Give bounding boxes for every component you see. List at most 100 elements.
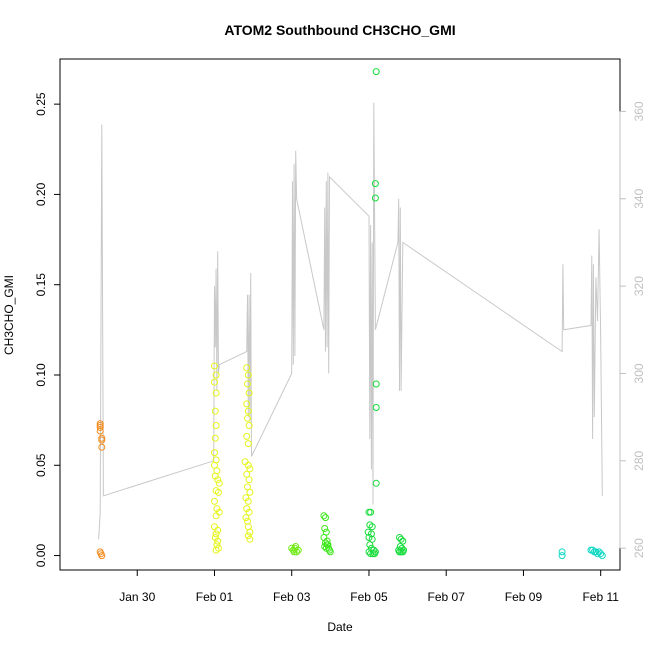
data-point: [245, 476, 253, 484]
y2-tick-label: 320: [632, 276, 646, 296]
data-point: [242, 514, 250, 522]
data-point: [598, 552, 606, 560]
data-point: [213, 541, 221, 549]
data-point: [244, 380, 251, 388]
data-point: [371, 180, 379, 188]
plot-frame: [59, 58, 621, 571]
data-point: [246, 528, 254, 536]
data-point: [321, 525, 329, 532]
y-tick-label: 0.15: [34, 273, 48, 297]
data-point: [98, 443, 106, 451]
x-tick-label: Feb 05: [350, 590, 388, 604]
data-point: [212, 546, 220, 554]
x-axis-label: Date: [327, 620, 353, 634]
data-point: [243, 364, 251, 372]
data-point: [367, 530, 375, 538]
data-point: [215, 488, 222, 496]
data-point: [211, 362, 218, 370]
data-point: [244, 497, 252, 505]
x-tick-label: Jan 30: [119, 590, 155, 604]
data-point: [246, 488, 254, 496]
data-point: [214, 537, 222, 545]
data-point: [96, 422, 104, 429]
data-point: [372, 479, 380, 487]
y-axis-label: CH3CHO_GMI: [2, 275, 16, 355]
data-point: [372, 68, 380, 76]
chart-title: ATOM2 Southbound CH3CHO_GMI: [224, 22, 455, 38]
data-point: [212, 530, 220, 538]
data-point: [288, 544, 296, 552]
data-point: [243, 400, 251, 408]
data-point: [96, 423, 104, 431]
data-point: [320, 512, 328, 520]
data-point: [372, 380, 380, 388]
data-point: [244, 407, 252, 415]
data-point: [243, 505, 251, 513]
data-point: [246, 535, 254, 543]
data-point: [558, 552, 566, 560]
y-tick-label: 0.25: [34, 92, 48, 116]
y-tick-label: 0.20: [34, 182, 48, 206]
data-point: [215, 479, 223, 487]
x-tick-label: Feb 11: [582, 590, 619, 604]
data-point: [372, 404, 380, 411]
data-point: [244, 440, 252, 448]
data-point: [395, 546, 403, 554]
data-point: [245, 389, 253, 397]
data-point: [367, 550, 375, 558]
data-point: [244, 371, 252, 379]
data-point: [211, 534, 219, 541]
data-point: [211, 523, 218, 531]
data-point: [214, 526, 222, 534]
data-point: [396, 534, 403, 541]
x-tick-label: Feb 09: [505, 590, 543, 604]
data-point: [371, 194, 379, 202]
data-point: [213, 505, 221, 513]
x-tick-label: Feb 07: [428, 590, 466, 604]
data-point: [98, 434, 106, 442]
data-point: [245, 508, 253, 516]
data-point: [244, 414, 251, 422]
x-axis: Jan 30 Feb 01 Feb 03 Feb 05 Feb 07 Feb 09 Feb …: [119, 569, 619, 604]
data-point: [211, 449, 218, 457]
y2-tick-label: 300: [632, 363, 646, 383]
data-point: [243, 432, 251, 440]
data-point: [212, 422, 220, 429]
data-point: [244, 532, 252, 540]
x-tick-label: Feb 01: [196, 590, 234, 604]
data-point: [589, 546, 597, 554]
y2-tick-label: 260: [632, 538, 646, 558]
data-point: [322, 514, 329, 522]
data-point: [211, 472, 219, 480]
data-point: [367, 508, 375, 516]
data-point: [399, 548, 407, 556]
y2-tick-label: 360: [632, 101, 646, 121]
data-point: [211, 497, 218, 505]
series-line: [98, 102, 603, 540]
data-point: [597, 550, 605, 558]
data-point: [214, 476, 222, 484]
data-point: [212, 371, 220, 379]
data-point: [368, 523, 376, 531]
data-point: [594, 550, 601, 558]
data-point: [212, 512, 220, 520]
data-points: [96, 68, 606, 560]
y-tick-label: 0.10: [34, 363, 48, 387]
data-point: [326, 548, 334, 556]
data-point: [366, 541, 374, 549]
data-point: [371, 550, 379, 558]
y-tick-label: 0.00: [34, 544, 48, 568]
data-point: [290, 548, 298, 556]
x-tick-label: Feb 03: [273, 590, 311, 604]
data-point: [211, 407, 219, 415]
data-point: [323, 541, 331, 549]
data-point: [242, 494, 250, 502]
y2-tick-label: 280: [632, 450, 646, 470]
data-point: [241, 458, 249, 466]
y-axis: 0.00 0.05 0.10 0.15 0.20 0.25: [34, 92, 61, 568]
y-tick-label: 0.05: [34, 453, 48, 477]
data-point: [246, 465, 254, 473]
data-point: [245, 422, 253, 429]
data-point: [558, 548, 566, 556]
data-point: [98, 552, 106, 560]
